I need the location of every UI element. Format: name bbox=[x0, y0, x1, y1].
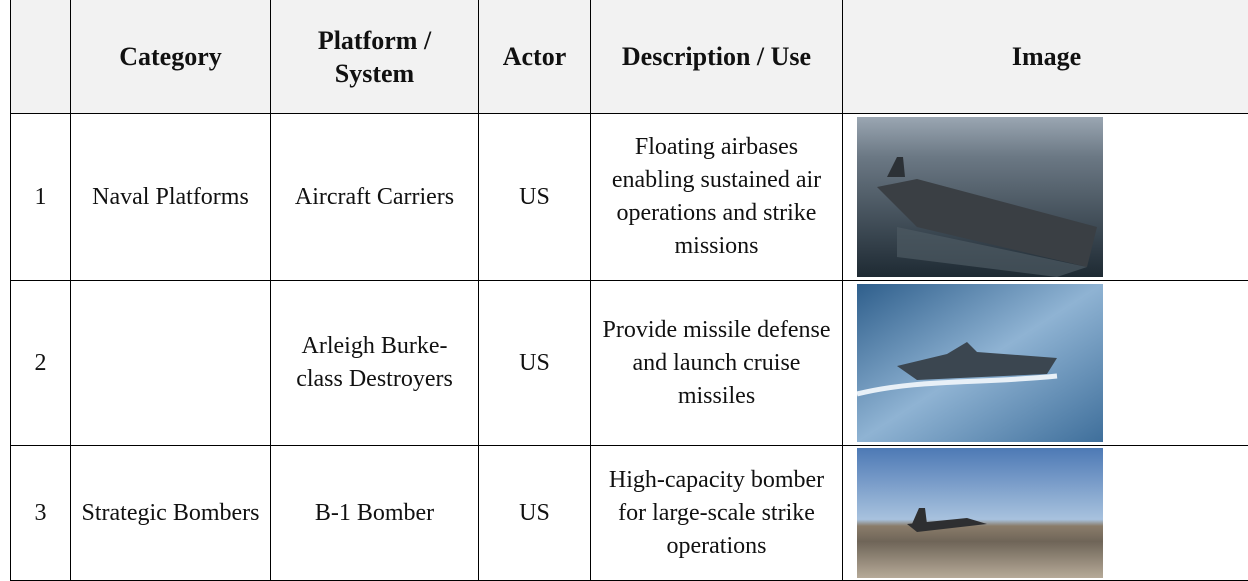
header-row: Category Platform / System Actor Descrip… bbox=[11, 0, 1248, 114]
header-cell: Image bbox=[843, 0, 1248, 114]
description: Provide missile defense and launch cruis… bbox=[591, 281, 843, 446]
systems-table: Category Platform / System Actor Descrip… bbox=[10, 0, 1248, 581]
category: Naval Platforms bbox=[71, 114, 271, 281]
bomber-image bbox=[857, 448, 1103, 578]
header-cell: Actor bbox=[479, 0, 591, 114]
row: 3 Strategic Bombers B-1 Bomber US High-c… bbox=[11, 446, 1248, 581]
row-number: 2 bbox=[11, 281, 71, 446]
description: Floating airbases enabling sustained air… bbox=[591, 114, 843, 281]
header-cell bbox=[11, 0, 71, 114]
platform: B-1 Bomber bbox=[271, 446, 479, 581]
row: 1 Naval Platforms Aircraft Carriers US F… bbox=[11, 114, 1248, 281]
category bbox=[71, 281, 271, 446]
row-number: 3 bbox=[11, 446, 71, 581]
image-cell bbox=[843, 446, 1248, 581]
actor: US bbox=[479, 281, 591, 446]
image-cell bbox=[843, 114, 1248, 281]
header-cell: Platform / System bbox=[271, 0, 479, 114]
header-cell: Category bbox=[71, 0, 271, 114]
platform: Aircraft Carriers bbox=[271, 114, 479, 281]
description: High-capacity bomber for large-scale str… bbox=[591, 446, 843, 581]
carrier-image bbox=[857, 117, 1103, 277]
header-cell: Description / Use bbox=[591, 0, 843, 114]
actor: US bbox=[479, 446, 591, 581]
platform: Arleigh Burke-class Destroyers bbox=[271, 281, 479, 446]
destroyer-image bbox=[857, 284, 1103, 442]
row-number: 1 bbox=[11, 114, 71, 281]
row: 2 Arleigh Burke-class Destroyers US Prov… bbox=[11, 281, 1248, 446]
image-cell bbox=[843, 281, 1248, 446]
category: Strategic Bombers bbox=[71, 446, 271, 581]
actor: US bbox=[479, 114, 591, 281]
